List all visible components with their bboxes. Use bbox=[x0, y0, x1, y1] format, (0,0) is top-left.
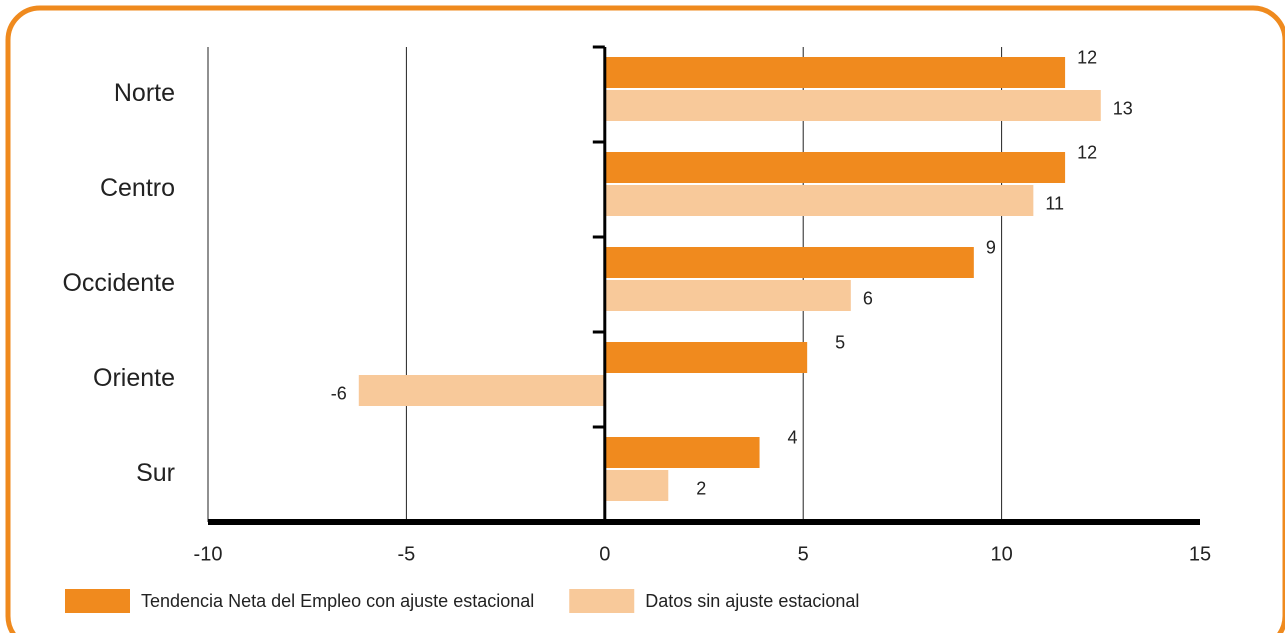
bar bbox=[604, 57, 1066, 88]
value-label: 12 bbox=[1077, 47, 1097, 67]
x-tick-label: 5 bbox=[798, 543, 809, 565]
bar bbox=[604, 152, 1066, 183]
x-tick-label: 10 bbox=[990, 543, 1012, 565]
category-label: Norte bbox=[114, 79, 175, 107]
bar bbox=[604, 90, 1101, 121]
category-label: Occidente bbox=[62, 269, 175, 297]
category-label: Oriente bbox=[93, 364, 175, 392]
value-label: 5 bbox=[835, 332, 845, 352]
legend-swatch bbox=[65, 589, 130, 613]
x-tick-label: -10 bbox=[194, 543, 223, 565]
value-label: 2 bbox=[696, 478, 706, 498]
bar bbox=[604, 247, 974, 278]
category-label: Sur bbox=[136, 459, 175, 487]
value-label: 11 bbox=[1045, 193, 1064, 213]
legend-label: Datos sin ajuste estacional bbox=[645, 591, 859, 611]
value-label: -6 bbox=[331, 383, 347, 403]
value-label: 12 bbox=[1077, 142, 1097, 162]
legend-swatch bbox=[569, 589, 635, 613]
category-label: Centro bbox=[100, 174, 175, 202]
value-label: 13 bbox=[1113, 98, 1133, 118]
frame bbox=[5, 5, 1285, 633]
legend-label: Tendencia Neta del Empleo con ajuste est… bbox=[141, 591, 534, 611]
bar bbox=[604, 185, 1034, 216]
value-label: 9 bbox=[986, 237, 996, 257]
bar bbox=[604, 470, 669, 501]
bar bbox=[604, 280, 851, 311]
x-tick-label: 15 bbox=[1189, 543, 1211, 565]
value-label: 4 bbox=[788, 427, 798, 447]
bar bbox=[358, 375, 605, 406]
bar bbox=[604, 342, 808, 373]
x-tick-label: -5 bbox=[398, 543, 416, 565]
bar bbox=[604, 437, 760, 468]
value-label: 6 bbox=[863, 288, 873, 308]
x-tick-label: 0 bbox=[599, 543, 610, 565]
